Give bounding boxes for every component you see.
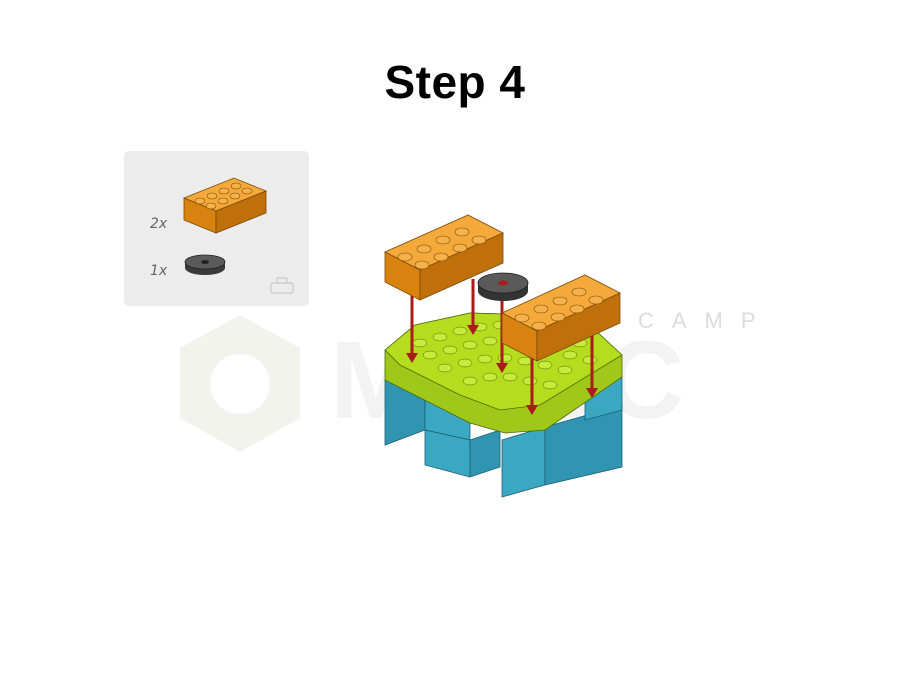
- assembly-illustration: [384, 214, 623, 498]
- watermark-camp-text: CAMP: [638, 308, 774, 333]
- parts-illustration: [182, 177, 294, 294]
- view-icon: [270, 277, 294, 294]
- grey-round-tile: [477, 272, 529, 301]
- grey-round-tile-part-icon: [184, 254, 226, 275]
- part-quantity-brick: 2x: [150, 216, 168, 232]
- orange-brick-part-icon: [182, 177, 268, 234]
- step-title: Step 4: [384, 56, 526, 108]
- orange-brick-right: [501, 274, 621, 362]
- orange-brick-left: [384, 214, 504, 301]
- part-quantity-tile: 1x: [150, 263, 168, 279]
- parts-list-panel: 2x 1x: [124, 151, 309, 306]
